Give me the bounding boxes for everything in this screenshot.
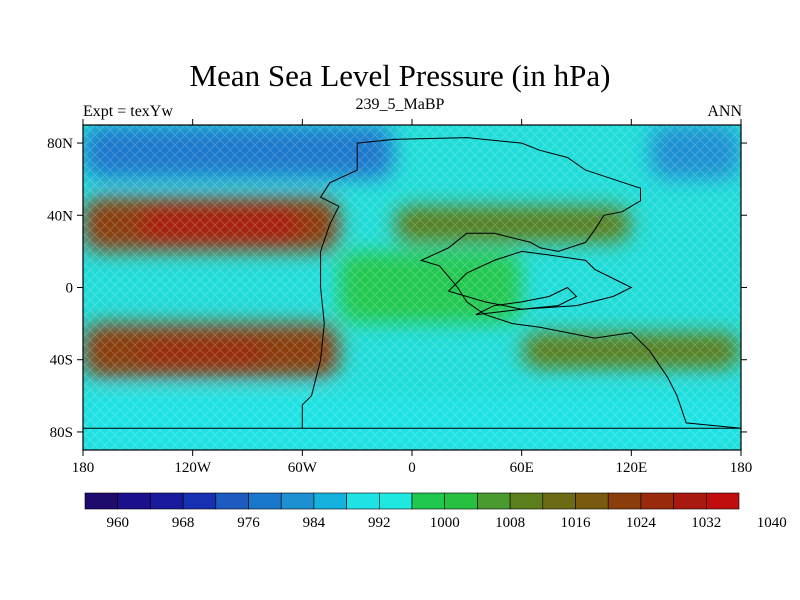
colorbar-swatch-4	[215, 492, 249, 510]
x-tick-label-4: 60E	[510, 460, 534, 476]
colorbar-swatch-19	[705, 492, 740, 510]
colorbar-swatch-17	[640, 492, 674, 510]
colorbar-swatch-6	[280, 492, 315, 510]
y-tick-label-0: 80N	[47, 136, 73, 152]
colorbar-swatch-10	[411, 492, 446, 510]
colorbar-swatch-14	[542, 492, 576, 510]
colorbar-label-2: 976	[237, 515, 260, 531]
coastline-segment-2	[475, 286, 578, 316]
colorbar-label-5: 1000	[430, 515, 460, 531]
period-label: 239_5_MaBP	[355, 96, 445, 113]
coastline-segment-0	[83, 137, 741, 429]
colorbar-swatch-9	[378, 492, 413, 510]
colorbar-swatch-5	[248, 492, 282, 510]
experiment-label: Expt = texYw	[83, 103, 173, 120]
colorbar-swatch-15	[575, 492, 609, 510]
colorbar-swatch-3	[182, 492, 217, 510]
coastline	[83, 137, 741, 429]
colorbar-label-8: 1024	[626, 515, 657, 531]
colorbar-swatch-0	[84, 492, 119, 510]
x-tick-label-5: 120E	[615, 460, 647, 476]
y-tick-label-4: 80S	[50, 425, 73, 441]
y-tick-label-3: 40S	[50, 353, 73, 369]
x-tick-label-6: 180	[730, 460, 753, 476]
colorbar-swatch-12	[477, 492, 511, 510]
colorbar-label-3: 984	[303, 515, 326, 531]
x-tick-label-0: 180	[72, 460, 95, 476]
colorbar-label-10: 1040	[757, 515, 787, 531]
x-tick-label-1: 120W	[174, 460, 212, 476]
season-label: ANN	[707, 103, 742, 120]
y-tick-label-2: 0	[66, 281, 74, 297]
colorbar-label-9: 1032	[691, 515, 721, 531]
colorbar-swatch-7	[313, 492, 347, 510]
colorbar-swatch-11	[444, 492, 478, 510]
colorbar: 960 968 976 984 992 1000 1008 1016 1024 1032 1040	[84, 492, 787, 531]
colorbar-label-0: 960	[106, 515, 129, 531]
map-title: Mean Sea Level Pressure (in hPa)	[189, 58, 611, 93]
x-tick-label-2: 60W	[288, 460, 318, 476]
colorbar-swatch-13	[509, 492, 544, 510]
hatch-overlay	[83, 125, 741, 450]
x-tick-label-3: 0	[408, 460, 416, 476]
colorbar-label-6: 1008	[495, 515, 525, 531]
colorbar-swatch-16	[607, 492, 642, 510]
y-tick-label-1: 40N	[47, 208, 73, 224]
colorbar-label-7: 1016	[561, 515, 592, 531]
colorbar-swatch-8	[346, 492, 380, 510]
colorbar-label-1: 968	[172, 515, 195, 531]
axis-ticks: 180 120W 60W 0 60E 120E 180 80N 40N 0 40S 80S	[47, 119, 752, 476]
colorbar-swatch-1	[117, 492, 151, 510]
colorbar-swatch-2	[150, 492, 184, 510]
colorbar-swatch-18	[673, 492, 707, 510]
colorbar-label-4: 992	[368, 515, 391, 531]
